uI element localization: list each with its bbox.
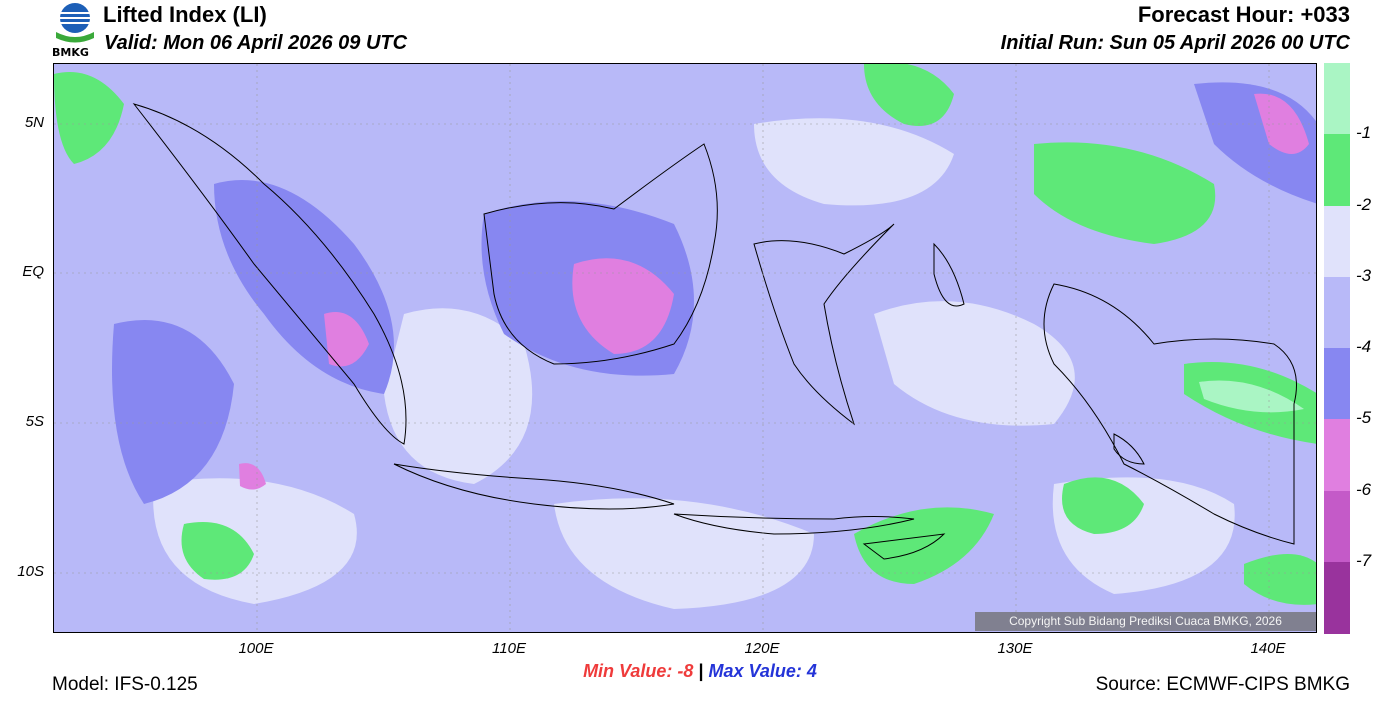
min-label: Min Value: (583, 661, 673, 681)
copyright-notice: Copyright Sub Bidang Prediksi Cuaca BMKG… (975, 612, 1316, 631)
legend-label: -1 (1356, 123, 1372, 143)
lat-label-eq: EQ (22, 263, 44, 280)
legend-swatch (1324, 490, 1350, 563)
lon-label-120e: 120E (744, 640, 780, 657)
min-max-values: Min Value: -8 | Max Value: 4 (0, 661, 1400, 682)
legend-swatch (1324, 419, 1350, 491)
chart-title: Lifted Index (LI) (103, 2, 267, 27)
max-label: Max Value: (708, 661, 802, 681)
lon-label-140e: 140E (1250, 640, 1286, 657)
legend-label: -2 (1356, 194, 1372, 214)
legend-swatch (1324, 276, 1350, 349)
legend-swatch (1324, 348, 1350, 420)
logo-text: BMKG (52, 46, 89, 59)
lon-label-100e: 100E (238, 640, 274, 657)
legend-label: -3 (1356, 265, 1372, 285)
lat-label-10s: 10S (17, 563, 44, 580)
lon-label-110e: 110E (492, 640, 526, 657)
lifted-index-field (54, 64, 1316, 632)
legend-swatch (1324, 205, 1350, 278)
lat-label-5s: 5S (25, 413, 44, 430)
legend-colorbar (1324, 63, 1350, 634)
initial-run: Initial Run: Sun 05 April 2026 00 UTC (1000, 32, 1350, 54)
lon-label-130e: 130E (997, 640, 1033, 657)
lat-label-5n: 5N (24, 114, 44, 131)
legend-swatch (1324, 63, 1350, 135)
legend-label: -4 (1356, 337, 1372, 356)
min-value: -8 (677, 661, 694, 681)
forecast-hour: Forecast Hour: +033 (1137, 2, 1350, 27)
legend-swatch (1324, 561, 1350, 634)
map-panel (53, 63, 1317, 633)
legend-label: -7 (1356, 550, 1372, 570)
legend-swatch (1324, 134, 1350, 206)
model-info: Model: IFS-0.125 (52, 674, 198, 695)
source-info: Source: ECMWF-CIPS BMKG (1095, 674, 1350, 695)
max-value: 4 (806, 661, 817, 681)
bmkg-logo (56, 3, 94, 43)
separator: | (698, 661, 704, 681)
legend-label: -6 (1356, 479, 1372, 499)
legend-label: -5 (1356, 408, 1372, 428)
valid-time: Valid: Mon 06 April 2026 09 UTC (104, 32, 408, 54)
